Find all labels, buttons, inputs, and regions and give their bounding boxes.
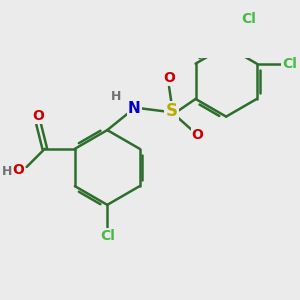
Text: H: H: [2, 165, 12, 178]
Text: S: S: [166, 102, 178, 120]
Text: N: N: [128, 101, 141, 116]
Text: O: O: [33, 109, 44, 123]
Text: Cl: Cl: [283, 57, 297, 71]
Text: Cl: Cl: [242, 12, 256, 26]
Text: O: O: [163, 71, 175, 85]
Text: Cl: Cl: [100, 229, 115, 243]
Text: H: H: [110, 90, 121, 104]
Text: O: O: [12, 163, 24, 177]
Text: O: O: [192, 128, 203, 142]
